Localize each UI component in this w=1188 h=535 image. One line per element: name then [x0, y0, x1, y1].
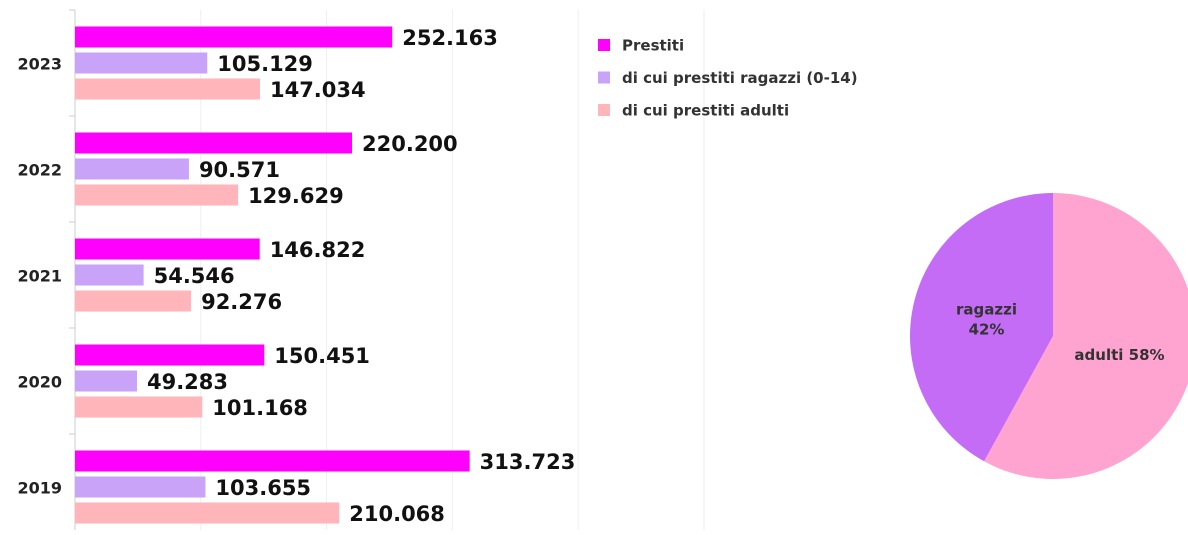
y-tick-label: 2019: [17, 479, 62, 498]
bar: [75, 370, 137, 392]
pie-label-name: adulti: [1074, 346, 1123, 364]
value-label: 313.723: [480, 450, 576, 474]
pie-label: adulti 58%: [1074, 346, 1164, 364]
bar: [75, 264, 144, 286]
y-tick-label: 2023: [17, 55, 62, 74]
bar: [75, 290, 192, 312]
value-label: 92.276: [201, 290, 282, 314]
pie-slice: [984, 193, 1188, 479]
pie-label-name: ragazzi: [956, 300, 1017, 318]
legend-label: di cui prestiti adulti: [622, 102, 789, 120]
bar: [75, 132, 353, 154]
pie-label-value: 42%: [969, 320, 1005, 338]
legend-label: di cui prestiti ragazzi (0-14): [622, 69, 858, 87]
pie-slice: [910, 193, 1053, 462]
value-label: 105.129: [217, 52, 313, 76]
bar: [75, 396, 203, 418]
legend-swatch: [598, 71, 610, 84]
value-label: 252.163: [402, 26, 498, 50]
y-tick-label: 2021: [17, 267, 62, 286]
bar: [75, 26, 393, 48]
value-label: 101.168: [212, 396, 308, 420]
y-tick-label: 2020: [17, 373, 62, 392]
bar: [75, 52, 208, 74]
legend-swatch: [598, 39, 610, 51]
value-label: 147.034: [270, 78, 366, 102]
bar: [75, 344, 265, 366]
value-label: 103.655: [215, 476, 311, 500]
pie-label-value: 58%: [1129, 346, 1165, 364]
value-label: 220.200: [362, 132, 458, 156]
legend-swatch: [598, 104, 610, 116]
bar: [75, 158, 189, 180]
value-label: 146.822: [270, 238, 366, 262]
bar: [75, 238, 260, 260]
bar: [75, 78, 260, 100]
value-label: 54.546: [154, 264, 235, 288]
value-label: 90.571: [199, 158, 280, 182]
y-tick-label: 2022: [17, 161, 62, 180]
value-label: 129.629: [248, 184, 344, 208]
bar: [75, 476, 206, 498]
value-label: 150.451: [274, 344, 370, 368]
bar: [75, 502, 340, 524]
bar: [75, 184, 239, 206]
legend-label: Prestiti: [622, 37, 684, 55]
bar: [75, 450, 470, 472]
value-label: 49.283: [147, 370, 228, 394]
value-label: 210.068: [349, 502, 445, 526]
